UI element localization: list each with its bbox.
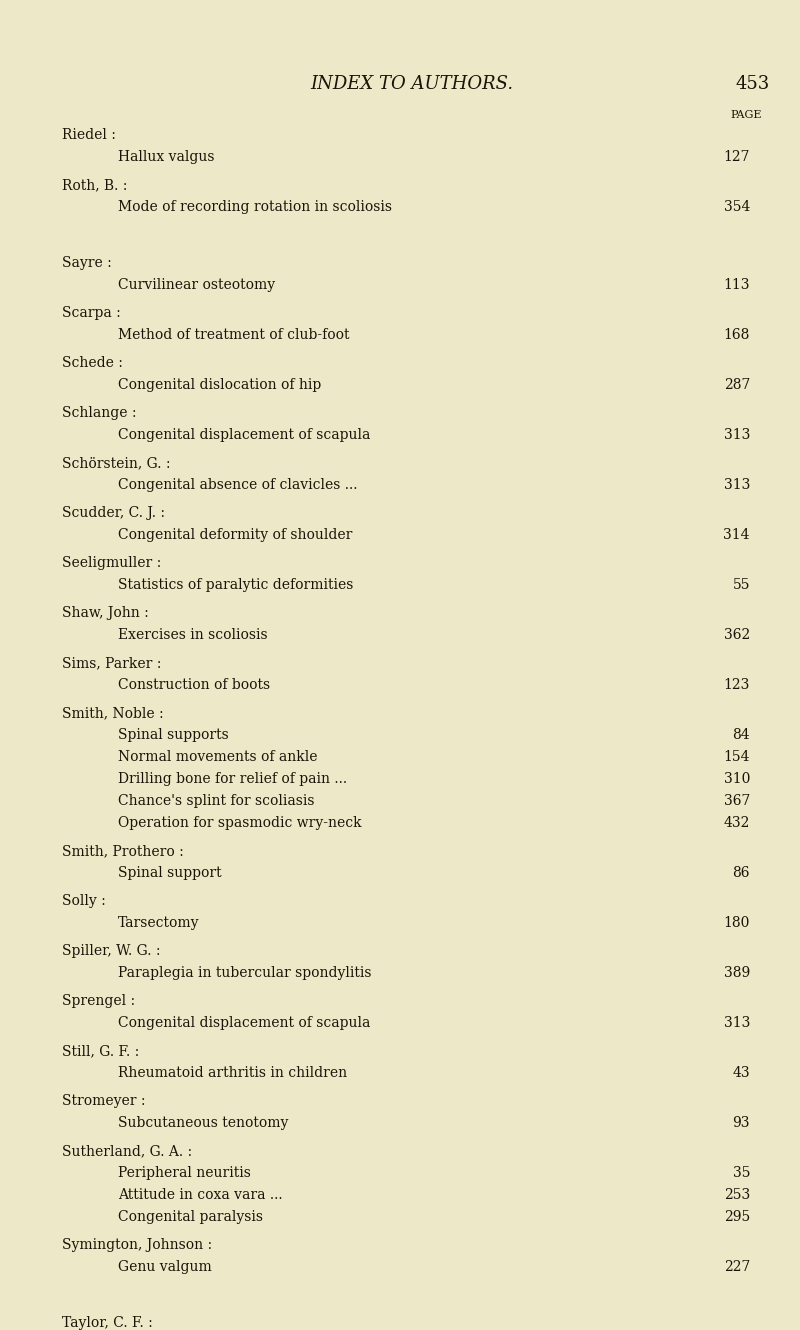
Text: PAGE: PAGE (730, 110, 762, 120)
Text: Paraplegia in tubercular spondylitis: Paraplegia in tubercular spondylitis (118, 966, 371, 980)
Text: Curvilinear osteotomy: Curvilinear osteotomy (118, 278, 275, 293)
Text: 113: 113 (723, 278, 750, 293)
Text: 389: 389 (724, 966, 750, 980)
Text: 86: 86 (733, 866, 750, 880)
Text: Congenital absence of clavicles ...: Congenital absence of clavicles ... (118, 477, 358, 492)
Text: 313: 313 (724, 477, 750, 492)
Text: Operation for spasmodic wry-neck: Operation for spasmodic wry-neck (118, 817, 362, 830)
Text: Taylor, C. F. :: Taylor, C. F. : (62, 1315, 153, 1330)
Text: 354: 354 (724, 200, 750, 214)
Text: Sims, Parker :: Sims, Parker : (62, 656, 162, 670)
Text: Method of treatment of club-foot: Method of treatment of club-foot (118, 329, 350, 342)
Text: 362: 362 (724, 628, 750, 642)
Text: Schörstein, G. :: Schörstein, G. : (62, 456, 170, 469)
Text: Spinal supports: Spinal supports (118, 728, 229, 742)
Text: 55: 55 (733, 579, 750, 592)
Text: 367: 367 (724, 794, 750, 809)
Text: Hallux valgus: Hallux valgus (118, 150, 214, 164)
Text: 314: 314 (723, 528, 750, 543)
Text: Riedel :: Riedel : (62, 128, 116, 142)
Text: Genu valgum: Genu valgum (118, 1260, 212, 1274)
Text: 313: 313 (724, 1016, 750, 1029)
Text: Congenital displacement of scapula: Congenital displacement of scapula (118, 428, 370, 442)
Text: Scudder, C. J. :: Scudder, C. J. : (62, 505, 165, 520)
Text: 432: 432 (724, 817, 750, 830)
Text: Spinal support: Spinal support (118, 866, 222, 880)
Text: Construction of boots: Construction of boots (118, 678, 270, 692)
Text: 154: 154 (723, 750, 750, 763)
Text: 168: 168 (724, 329, 750, 342)
Text: Subcutaneous tenotomy: Subcutaneous tenotomy (118, 1116, 288, 1130)
Text: Spiller, W. G. :: Spiller, W. G. : (62, 944, 161, 958)
Text: Normal movements of ankle: Normal movements of ankle (118, 750, 318, 763)
Text: 43: 43 (732, 1067, 750, 1080)
Text: Congenital displacement of scapula: Congenital displacement of scapula (118, 1016, 370, 1029)
Text: Still, G. F. :: Still, G. F. : (62, 1044, 139, 1057)
Text: Shaw, John :: Shaw, John : (62, 606, 149, 620)
Text: 313: 313 (724, 428, 750, 442)
Text: Scarpa :: Scarpa : (62, 306, 121, 321)
Text: 180: 180 (724, 916, 750, 930)
Text: Attitude in coxa vara ...: Attitude in coxa vara ... (118, 1188, 282, 1202)
Text: 84: 84 (732, 728, 750, 742)
Text: Exercises in scoliosis: Exercises in scoliosis (118, 628, 268, 642)
Text: 123: 123 (724, 678, 750, 692)
Text: Roth, B. :: Roth, B. : (62, 178, 127, 192)
Text: Sutherland, G. A. :: Sutherland, G. A. : (62, 1144, 192, 1158)
Text: 35: 35 (733, 1166, 750, 1180)
Text: Smith, Prothero :: Smith, Prothero : (62, 845, 184, 858)
Text: Peripheral neuritis: Peripheral neuritis (118, 1166, 251, 1180)
Text: 295: 295 (724, 1210, 750, 1224)
Text: Rheumatoid arthritis in children: Rheumatoid arthritis in children (118, 1067, 347, 1080)
Text: Sprengel :: Sprengel : (62, 994, 135, 1008)
Text: Tarsectomy: Tarsectomy (118, 916, 199, 930)
Text: Smith, Noble :: Smith, Noble : (62, 706, 164, 720)
Text: 287: 287 (724, 378, 750, 392)
Text: Schlange :: Schlange : (62, 406, 137, 420)
Text: 227: 227 (724, 1260, 750, 1274)
Text: 310: 310 (724, 771, 750, 786)
Text: Stromeyer :: Stromeyer : (62, 1095, 146, 1108)
Text: Solly :: Solly : (62, 894, 106, 908)
Text: Schede :: Schede : (62, 356, 123, 370)
Text: Drilling bone for relief of pain ...: Drilling bone for relief of pain ... (118, 771, 347, 786)
Text: Chance's splint for scoliasis: Chance's splint for scoliasis (118, 794, 314, 809)
Text: Seeligmuller :: Seeligmuller : (62, 556, 162, 571)
Text: 127: 127 (723, 150, 750, 164)
Text: Statistics of paralytic deformities: Statistics of paralytic deformities (118, 579, 354, 592)
Text: Sayre :: Sayre : (62, 255, 112, 270)
Text: Congenital dislocation of hip: Congenital dislocation of hip (118, 378, 322, 392)
Text: INDEX TO AUTHORS.: INDEX TO AUTHORS. (310, 74, 513, 93)
Text: Congenital deformity of shoulder: Congenital deformity of shoulder (118, 528, 352, 543)
Text: Symington, Johnson :: Symington, Johnson : (62, 1238, 212, 1252)
Text: 253: 253 (724, 1188, 750, 1202)
Text: 453: 453 (735, 74, 770, 93)
Text: 93: 93 (733, 1116, 750, 1130)
Text: Mode of recording rotation in scoliosis: Mode of recording rotation in scoliosis (118, 200, 392, 214)
Text: Congenital paralysis: Congenital paralysis (118, 1210, 263, 1224)
